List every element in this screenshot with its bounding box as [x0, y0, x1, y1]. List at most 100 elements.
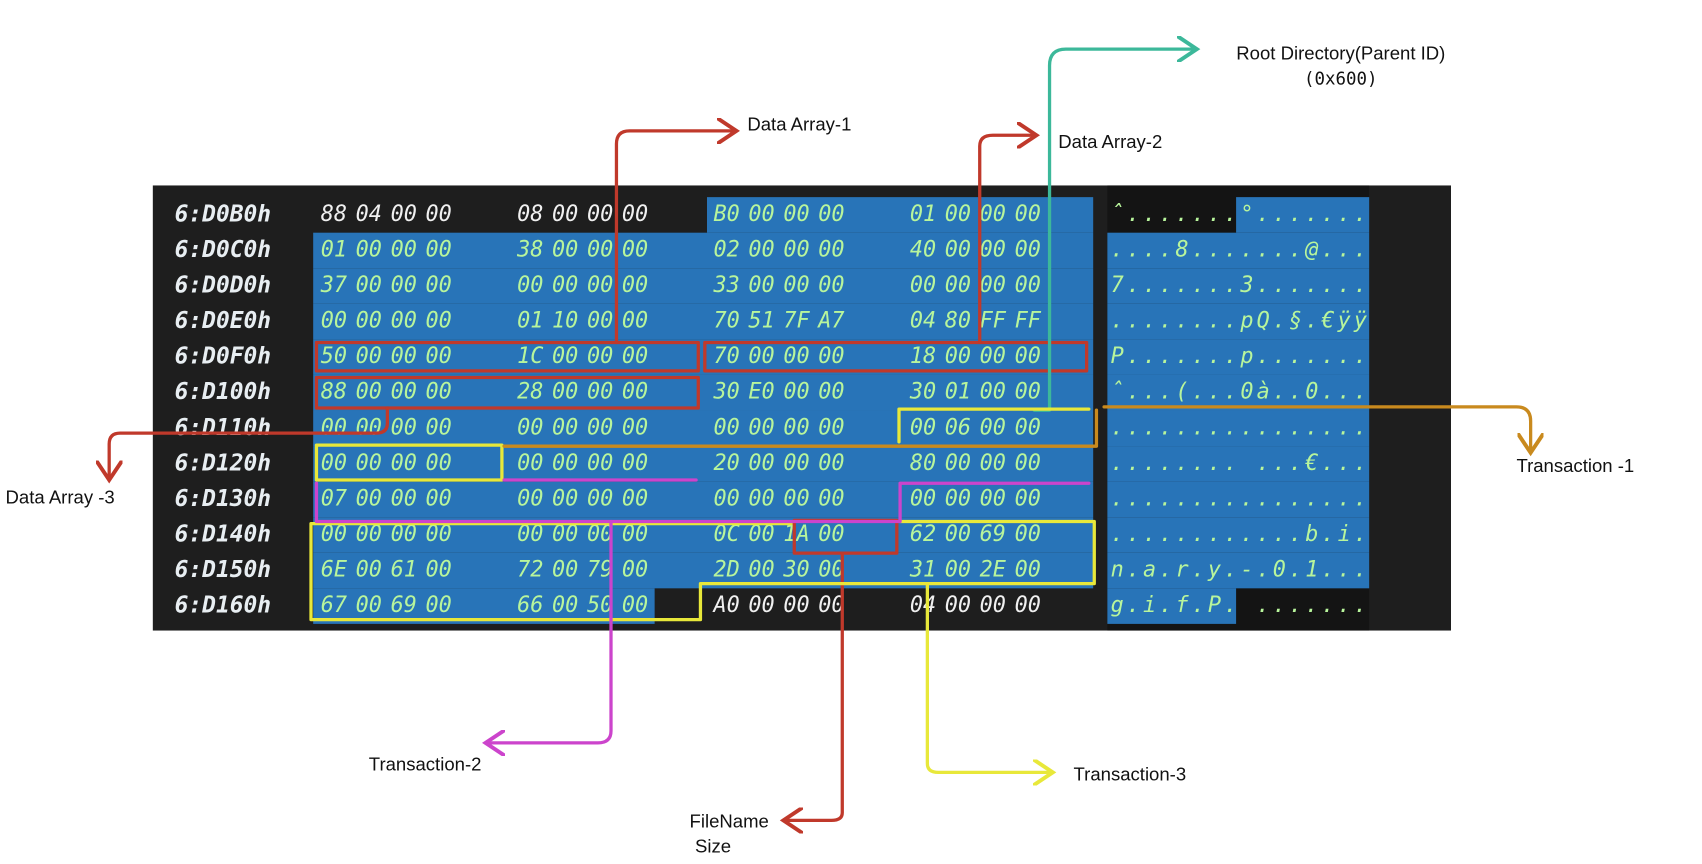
hex-byte: 00	[818, 273, 844, 298]
hex-byte: 00	[622, 486, 648, 511]
hex-byte: 00	[622, 522, 648, 547]
hex-byte: 20	[714, 451, 740, 476]
hex-byte: 67	[321, 593, 347, 618]
hex-byte: 00	[1015, 522, 1041, 547]
hex-byte: 00	[818, 451, 844, 476]
hex-byte: 00	[818, 522, 844, 547]
hex-byte: 00	[1015, 451, 1041, 476]
hex-byte: 00	[1015, 202, 1041, 227]
hex-byte: 00	[426, 451, 452, 476]
hex-byte: 00	[391, 486, 417, 511]
annotations	[109, 49, 1530, 820]
hex-byte: 00	[945, 593, 971, 618]
arrow	[486, 519, 613, 742]
hex-byte: 00	[426, 237, 452, 262]
hex-byte: 00	[552, 344, 578, 369]
hex-byte: 80	[945, 309, 971, 334]
hex-byte: 00	[391, 309, 417, 334]
hex-byte: A0	[712, 593, 740, 618]
arrow	[109, 406, 389, 480]
hex-byte: 2E	[980, 558, 1007, 583]
hex-byte: 00	[587, 273, 613, 298]
address: 6:D100h	[175, 379, 271, 405]
hex-byte: 00	[356, 344, 382, 369]
hex-byte: B0	[714, 202, 740, 227]
selection	[313, 588, 655, 624]
hex-byte: 88	[321, 380, 347, 405]
hex-byte: 00	[748, 202, 774, 227]
hex-byte: 00	[622, 344, 648, 369]
annotation-label: Data Array -3	[6, 486, 115, 507]
hex-byte: 00	[748, 451, 774, 476]
hex-byte: 00	[356, 309, 382, 334]
hex-byte: 01	[517, 309, 543, 334]
selection	[1107, 410, 1370, 447]
hex-byte: 00	[714, 415, 740, 440]
hex-byte: 00	[818, 415, 844, 440]
hex-byte: 06	[945, 415, 971, 440]
hex-byte: 00	[945, 451, 971, 476]
hex-byte: 02	[714, 237, 740, 262]
hex-byte: 04	[910, 593, 936, 618]
box	[314, 443, 504, 482]
selection	[1107, 517, 1370, 553]
arrow	[1032, 49, 1197, 412]
selection	[1107, 552, 1370, 589]
hex-byte: 00	[622, 451, 648, 476]
hex-byte: 00	[945, 273, 971, 298]
hex-byte: 00	[517, 522, 543, 547]
hex-byte: 00	[818, 558, 844, 583]
selection	[313, 339, 1094, 375]
hex-byte: 00	[945, 344, 971, 369]
address: 6:D110h	[175, 415, 271, 441]
hex-byte: 00	[552, 558, 578, 583]
hex-byte: 00	[552, 593, 578, 618]
hex-byte: 00	[980, 202, 1006, 227]
arrow	[925, 582, 1052, 773]
hex-byte: 00	[552, 237, 578, 262]
hex-byte: 00	[391, 522, 417, 547]
address: 6:D0B0h	[175, 201, 271, 227]
hex-byte: 0C	[714, 522, 740, 547]
hex-byte: 00	[622, 202, 648, 227]
hex-byte: 00	[783, 486, 809, 511]
hex-byte: 00	[1015, 593, 1041, 618]
selection	[1107, 303, 1370, 340]
annotation-label: Size	[695, 836, 731, 857]
hex-byte: 00	[552, 273, 578, 298]
selection	[1107, 446, 1370, 482]
hex-byte: E0	[748, 380, 774, 405]
address: 6:D120h	[175, 450, 271, 476]
address: 6:D130h	[175, 486, 271, 512]
hex-byte: 00	[552, 522, 578, 547]
hex-byte: 69	[391, 593, 417, 618]
hex-byte: 00	[945, 486, 971, 511]
selection	[1107, 588, 1237, 624]
hex-byte: 00	[426, 273, 452, 298]
hex-byte: 28	[517, 380, 543, 405]
hex-byte: 00	[587, 344, 613, 369]
hex-byte: 00	[587, 415, 613, 440]
annotation-label: Transaction-3	[1074, 764, 1187, 785]
hex-byte: 66	[517, 593, 543, 618]
hex-byte: 00	[622, 558, 648, 583]
hex-byte: 00	[426, 415, 452, 440]
hex-byte: 00	[622, 237, 648, 262]
hex-byte: 00	[552, 415, 578, 440]
hex-byte: 38	[516, 237, 543, 262]
hex-byte: 00	[818, 593, 844, 618]
hex-byte: 00	[587, 380, 613, 405]
hex-byte: 00	[818, 237, 844, 262]
arrow	[614, 131, 736, 345]
hex-byte: 00	[622, 415, 648, 440]
hex-byte: 50	[321, 344, 347, 369]
hex-byte: 00	[517, 273, 543, 298]
hex-byte: 00	[1015, 344, 1041, 369]
hex-byte: 00	[587, 451, 613, 476]
hex-byte: 00	[356, 558, 382, 583]
hex-byte: 07	[321, 486, 347, 511]
hex-byte: 00	[391, 380, 417, 405]
hex-byte: 00	[748, 237, 774, 262]
